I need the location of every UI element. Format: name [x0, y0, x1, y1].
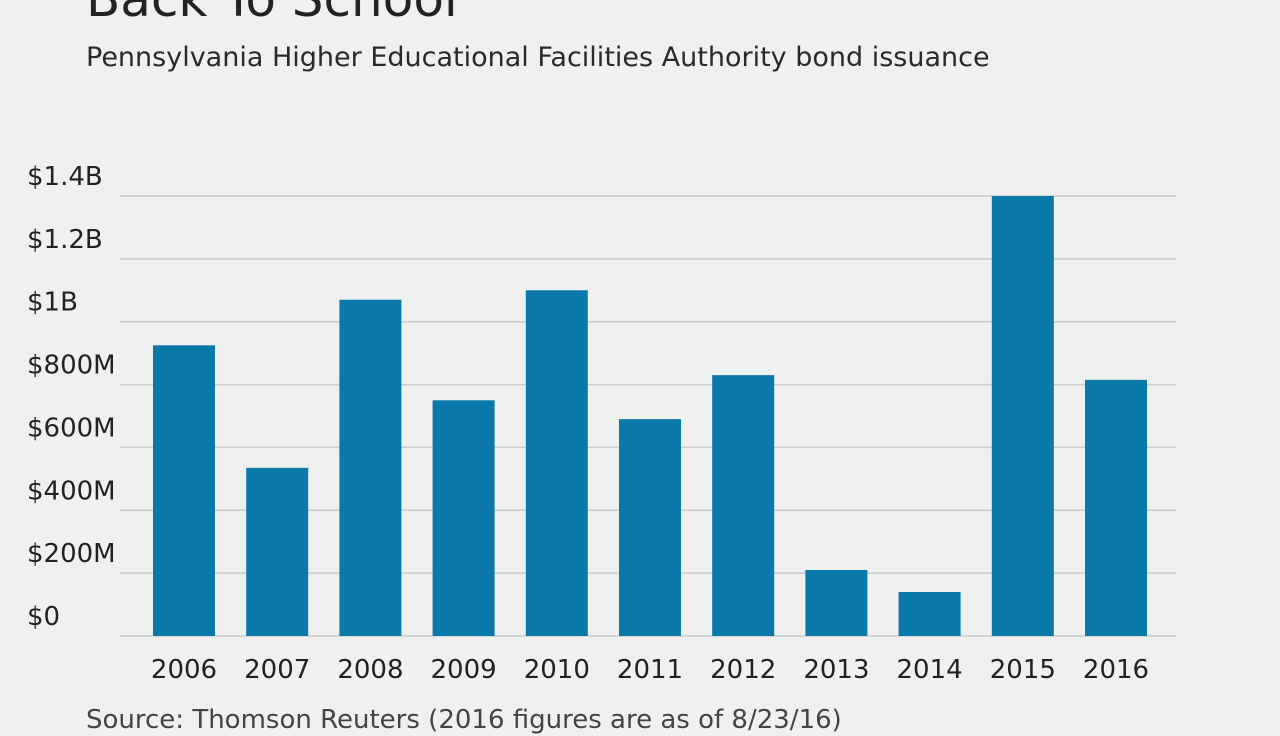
bar-chart: $0 $200M $400M $600M $800M $1B $1.2B $1.4B 2006…: [27, 162, 1176, 685]
bar-2013: [805, 570, 868, 636]
chart-subtitle: Pennsylvania Higher Educational Faciliti…: [86, 42, 990, 73]
y-tick-label: $1B: [27, 288, 78, 318]
x-tick-label: 2014: [897, 655, 963, 685]
bar-2010: [525, 290, 588, 636]
x-axis-labels: 2006 2007 2008 2009 2010 2011 2012 2013 2014 2015…: [151, 655, 1149, 685]
bars: [153, 196, 1147, 636]
y-tick-label: $600M: [27, 413, 116, 443]
y-tick-label: $400M: [27, 476, 116, 506]
bar-2011: [619, 419, 681, 636]
y-tick-label: $1.4B: [27, 162, 103, 192]
x-tick-label: 2006: [151, 655, 217, 685]
x-tick-label: 2007: [244, 655, 310, 685]
bar-2016: [1085, 379, 1147, 636]
bar-2006: [153, 345, 215, 636]
source-note: Source: Thomson Reuters (2016 figures ar…: [86, 705, 842, 735]
bar-2007: [246, 467, 309, 636]
x-tick-label: 2013: [803, 655, 869, 685]
x-tick-label: 2016: [1083, 655, 1149, 685]
y-tick-label: $200M: [27, 539, 116, 569]
y-axis-labels: $0 $200M $400M $600M $800M $1B $1.2B $1.4B: [27, 162, 116, 632]
y-tick-label: $0: [27, 602, 60, 632]
y-tick-label: $1.2B: [27, 225, 103, 255]
x-tick-label: 2009: [431, 655, 497, 685]
bar-2015: [991, 196, 1054, 636]
x-tick-label: 2011: [617, 655, 683, 685]
x-tick-label: 2015: [990, 655, 1056, 685]
x-tick-label: 2008: [337, 655, 403, 685]
bar-2012: [712, 375, 775, 636]
bar-2014: [898, 592, 961, 636]
x-tick-label: 2010: [524, 655, 590, 685]
chart-title: Back To School: [86, 0, 458, 24]
x-tick-label: 2012: [710, 655, 776, 685]
bar-2009: [432, 400, 495, 636]
y-tick-label: $800M: [27, 351, 116, 381]
bar-2008: [339, 299, 402, 636]
